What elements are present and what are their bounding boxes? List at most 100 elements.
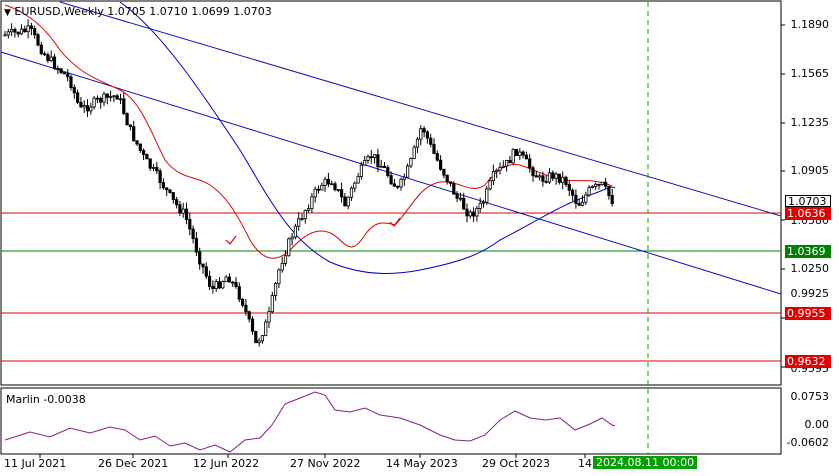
candle-body: [277, 269, 281, 285]
level-price-label: 0.9632: [785, 355, 831, 368]
candle-body: [99, 98, 103, 103]
candle-body: [300, 218, 304, 221]
candle-body: [475, 207, 479, 217]
candle-body: [16, 31, 20, 35]
indicator-axis-label: 0.0753: [790, 390, 830, 403]
blue-moving-average[interactable]: [119, 1, 616, 275]
price-axis-label: 1.1565: [790, 67, 830, 80]
indicator-axis-label: 0.00: [804, 418, 830, 431]
candle-body: [389, 175, 393, 185]
marlin-oscillator-line[interactable]: [4, 391, 616, 453]
candle-body: [171, 192, 175, 200]
candle-body: [290, 236, 294, 240]
candle-body: [524, 154, 529, 160]
time-axis-label: 27 Nov 2022: [290, 457, 361, 470]
candle-body: [574, 194, 578, 204]
symbol-info-text: EURUSD,Weekly 1.0705 1.0710 1.0699 1.070…: [14, 5, 272, 18]
candle-body: [405, 165, 410, 178]
candle-body: [452, 183, 456, 195]
time-axis-label: 12 Jun 2022: [193, 457, 260, 470]
candle-body: [224, 276, 228, 283]
candle-body: [448, 181, 453, 184]
candle-body: [528, 158, 532, 169]
candle-body: [577, 203, 581, 206]
candle-body: [306, 208, 311, 211]
candle-body: [349, 187, 354, 198]
time-axis-ticks: [39, 454, 586, 458]
candle-body: [115, 95, 119, 100]
candle-body: [587, 187, 591, 196]
time-cursor-label: 2024.08.11 00:00: [593, 456, 698, 469]
candle-body: [184, 208, 189, 220]
dropdown-triangle-icon[interactable]: ▼: [4, 8, 11, 18]
candle-body: [217, 281, 222, 289]
candle-body: [66, 73, 70, 78]
candle-body: [62, 72, 67, 75]
candle-body: [112, 95, 116, 98]
time-axis-label: 14: [578, 457, 592, 470]
candle-body: [531, 167, 535, 177]
signal-check-mark: [225, 235, 237, 245]
candle-body: [386, 167, 390, 177]
candle-body: [468, 211, 472, 217]
candle-body: [141, 150, 146, 155]
candle-body: [33, 28, 37, 36]
candle-body: [610, 195, 614, 204]
candle-body: [600, 181, 604, 186]
candle-body: [379, 165, 383, 168]
candle-body: [244, 304, 248, 313]
candle-body: [508, 160, 512, 164]
candle-body: [498, 167, 502, 171]
candle-body: [356, 176, 360, 184]
candle-body: [267, 311, 271, 323]
candle-body: [557, 173, 562, 183]
candle-body: [346, 196, 350, 207]
candle-body: [158, 170, 162, 183]
candle-body: [353, 182, 357, 189]
symbol-header: ▼ EURUSD,Weekly 1.0705 1.0710 1.0699 1.0…: [4, 5, 272, 20]
candle-body: [72, 87, 76, 94]
candle-body: [504, 160, 509, 167]
candle-body: [237, 286, 241, 300]
price-axis-label: 1.1890: [790, 18, 830, 31]
candle-body: [43, 53, 47, 56]
candle-body: [419, 128, 423, 140]
candle-body: [303, 209, 307, 220]
candle-body: [534, 175, 538, 178]
price-axis-label: 1.0250: [790, 262, 830, 275]
level-price-label: 1.0636: [785, 207, 831, 220]
candle-body: [76, 92, 80, 103]
candle-body: [458, 197, 463, 200]
candle-body: [19, 28, 24, 35]
time-axis-label: 11 Jul 2021: [4, 457, 67, 470]
candle-body: [257, 340, 261, 344]
candle-body: [541, 175, 545, 182]
candle-body: [254, 330, 258, 344]
candle-body: [580, 201, 585, 206]
candle-body: [145, 154, 149, 160]
current-price-label: 1.0703: [785, 195, 831, 207]
candlestick-series[interactable]: [3, 19, 614, 347]
price-axis-label: 1.1235: [790, 116, 830, 129]
candle-body: [491, 171, 496, 182]
candle-body: [336, 189, 340, 191]
channel-upper-line[interactable]: [59, 1, 782, 217]
candle-body: [204, 266, 208, 277]
candle-body: [46, 54, 50, 62]
candle-body: [590, 186, 595, 189]
candle-body: [554, 173, 558, 179]
candle-body: [422, 128, 426, 133]
candle-body: [313, 188, 317, 198]
candle-body: [372, 154, 377, 159]
candle-body: [9, 29, 14, 33]
candle-body: [316, 188, 321, 191]
candle-body: [13, 29, 17, 33]
candle-body: [455, 193, 459, 199]
candle-body: [597, 183, 601, 186]
candle-body: [194, 238, 198, 253]
candle-body: [584, 194, 588, 203]
indicator-label: Marlin -0.0038: [6, 393, 86, 406]
candle-body: [392, 183, 397, 187]
candle-body: [333, 183, 337, 191]
